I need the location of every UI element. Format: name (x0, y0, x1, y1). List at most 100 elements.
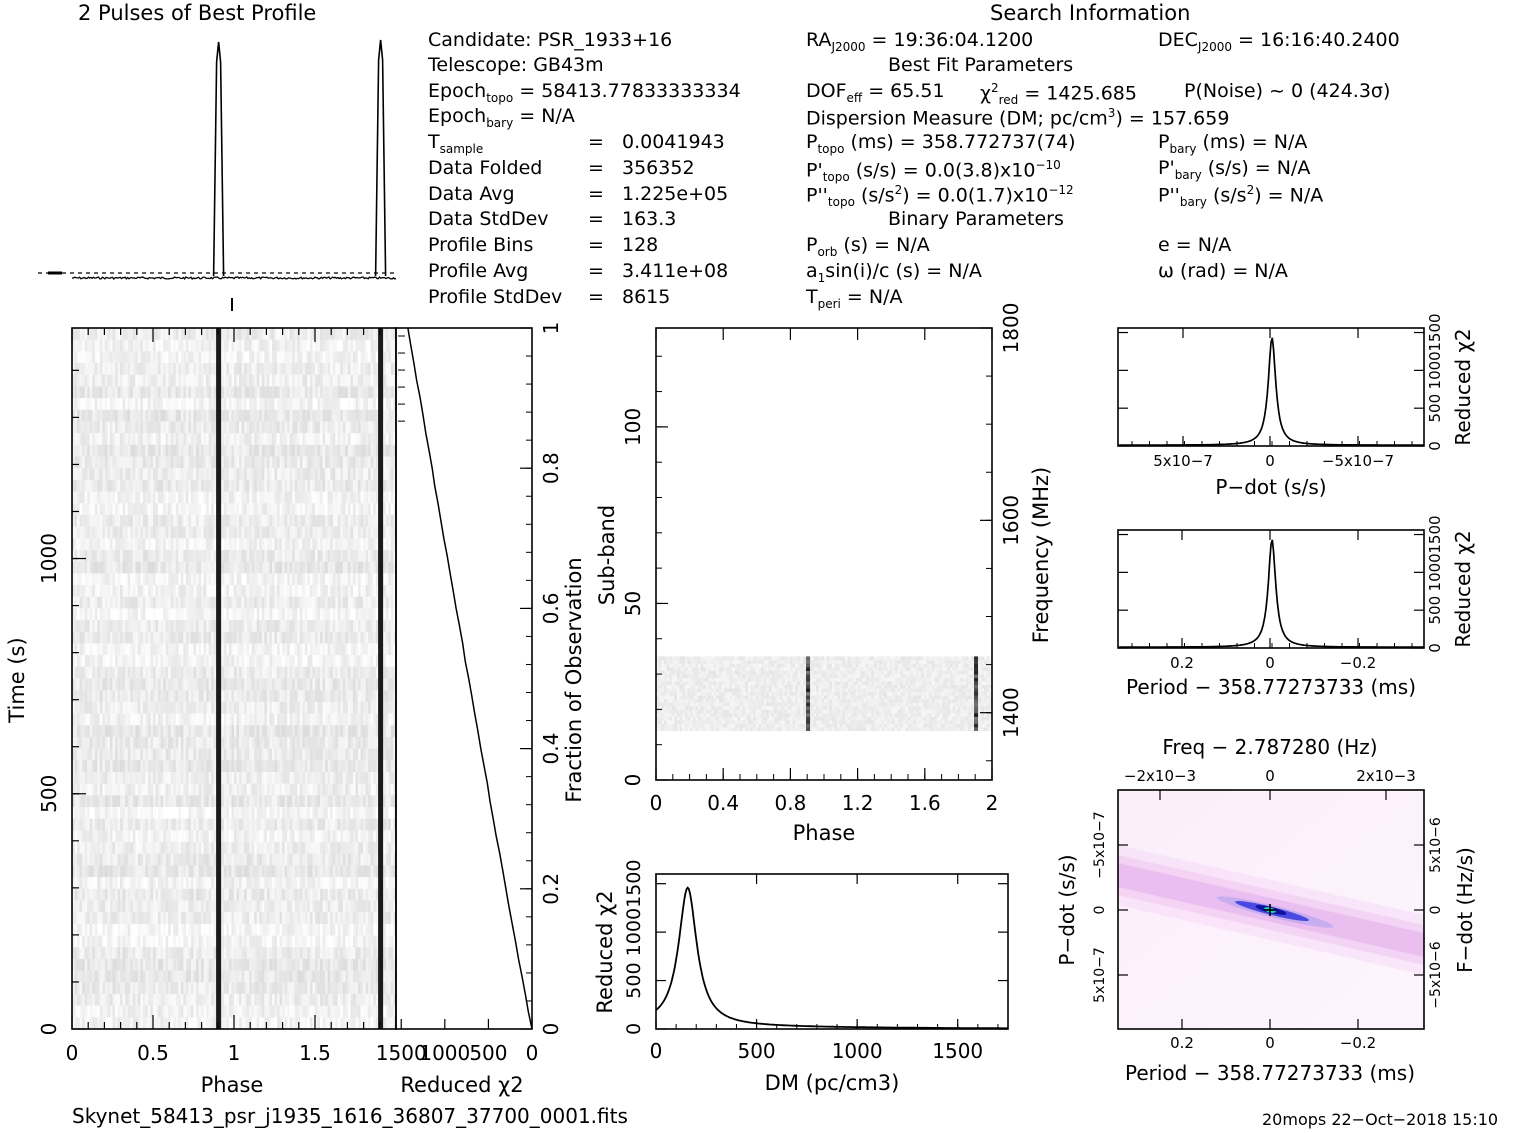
heat-cell (342, 620, 346, 633)
heat-cell (292, 643, 296, 656)
heat-cell (363, 549, 367, 563)
heat-cell (317, 468, 321, 481)
heat-cell (337, 421, 341, 434)
heat-cell (282, 538, 286, 551)
heat-cell (130, 596, 134, 609)
heat-cell (368, 374, 372, 387)
heat-cell (84, 690, 88, 703)
heat-cell (125, 561, 129, 574)
heat-cell (365, 573, 369, 586)
heat-cell (107, 433, 111, 446)
heat-cell (153, 585, 156, 598)
heat-cell (130, 690, 134, 703)
heat-cell (109, 549, 113, 563)
heat-cell (317, 573, 321, 586)
heat-cell (292, 748, 296, 761)
heat-cell (342, 374, 346, 387)
heat-cell (72, 573, 75, 586)
heat-cell (249, 713, 253, 726)
heat-cell (236, 725, 240, 738)
heat-cell (375, 514, 379, 528)
heat-cell (383, 713, 387, 726)
heat-cell (327, 690, 331, 703)
heat-cell (284, 678, 288, 691)
heat-cell (223, 736, 227, 749)
heat-cell (203, 678, 207, 691)
heat-cell (79, 538, 83, 551)
heat-cell (140, 456, 144, 469)
heat-cell (115, 596, 118, 609)
heat-cell (282, 351, 286, 364)
heat-cell (320, 561, 323, 574)
heat-cell (352, 666, 356, 679)
heat-cell (160, 713, 164, 726)
heat-cell (251, 620, 255, 633)
heat-cell (190, 433, 194, 446)
heat-cell (239, 596, 242, 609)
heat-cell (228, 666, 232, 679)
heat-cell (231, 631, 235, 644)
heat-cell (350, 666, 354, 679)
heat-cell (284, 514, 288, 528)
heat-cell (173, 328, 177, 341)
heat-cell (170, 456, 174, 469)
heat-cell (84, 363, 88, 376)
heat-cell (304, 736, 308, 749)
heat-cell (241, 339, 245, 352)
heat-cell (236, 561, 240, 574)
heat-cell (236, 736, 240, 749)
heat-cell (370, 479, 374, 492)
heat-cell (342, 468, 346, 481)
heat-cell (109, 503, 113, 516)
heat-cell (355, 736, 359, 749)
heat-cell (196, 585, 199, 598)
heat-cell (345, 479, 349, 492)
heat-cell (244, 398, 248, 411)
heat-cell (332, 456, 336, 469)
heat-cell (368, 561, 372, 574)
heat-cell (221, 666, 225, 679)
heat-cell (115, 701, 118, 714)
heat-cell (196, 666, 199, 679)
heat-cell (122, 339, 126, 352)
heat-cell (259, 736, 263, 749)
heat-cell (239, 736, 242, 749)
heat-cell (109, 713, 113, 726)
heat-cell (337, 549, 341, 563)
heat-cell (375, 643, 379, 656)
heat-cell (345, 433, 349, 446)
heat-cell (271, 514, 275, 528)
heat-cell (327, 339, 331, 352)
heat-cell (330, 468, 334, 481)
heat-cell (383, 386, 387, 399)
heat-cell (249, 386, 253, 399)
heat-cell (211, 760, 215, 773)
heat-cell (109, 479, 113, 492)
heat-cell (221, 433, 225, 446)
heat-cell (274, 690, 278, 703)
heat-cell (337, 339, 341, 352)
heat-cell (383, 491, 387, 504)
heat-cell (251, 736, 255, 749)
heat-cell (147, 339, 151, 352)
heat-cell (317, 433, 321, 446)
heat-cell (82, 491, 86, 504)
heat-cell (201, 736, 205, 749)
heat-cell (89, 421, 93, 434)
heat-cell (383, 585, 387, 598)
heat-cell (104, 748, 108, 761)
heat-cell (221, 713, 225, 726)
heat-cell (79, 339, 83, 352)
heat-cell (137, 374, 141, 387)
heat-cell (104, 620, 108, 633)
heat-cell (122, 760, 126, 773)
heat-cell (254, 690, 258, 703)
heat-cell (206, 655, 210, 668)
heat-cell (274, 374, 278, 387)
heat-cell (226, 608, 230, 621)
heat-cell (390, 748, 394, 761)
heat-cell (188, 573, 192, 586)
heat-cell (390, 514, 394, 528)
heat-cell (160, 421, 164, 434)
heat-cell (107, 503, 111, 516)
